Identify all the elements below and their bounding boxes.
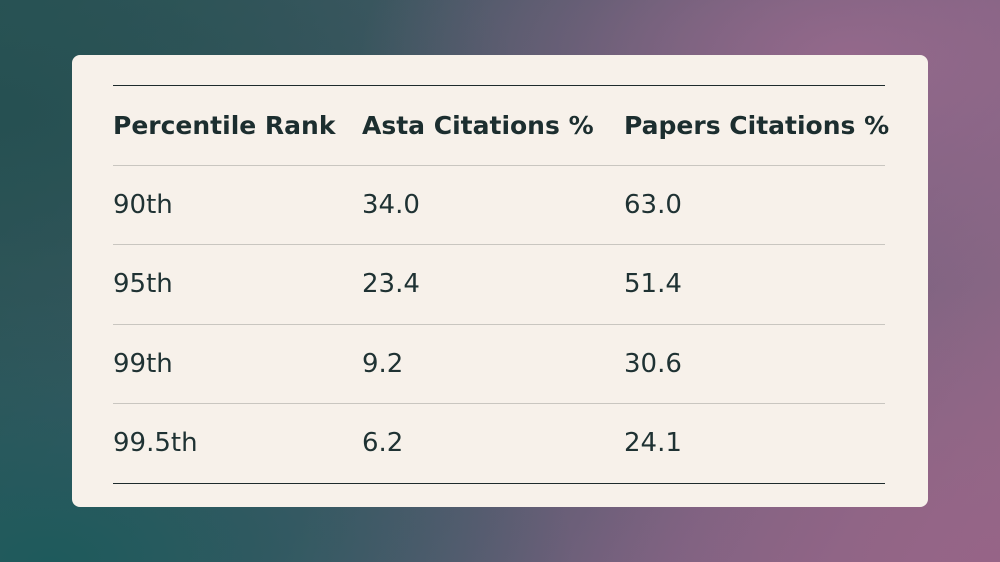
asta-citations-cell: 23.4 <box>362 269 420 300</box>
table-row: 95th 23.4 51.4 <box>113 244 885 324</box>
papers-citations-cell: 51.4 <box>624 269 682 300</box>
asta-citations-cell: 9.2 <box>362 348 404 379</box>
percentile-rank-cell: 99th <box>113 348 173 379</box>
percentile-rank-cell: 95th <box>113 269 173 300</box>
table-card: Percentile Rank Asta Citations % Papers … <box>72 55 928 507</box>
table-row: 99th 9.2 30.6 <box>113 323 885 404</box>
table-row: 99.5th 6.2 24.1 <box>113 403 885 483</box>
papers-citations-cell: 63.0 <box>624 189 682 220</box>
citations-table: Percentile Rank Asta Citations % Papers … <box>113 85 890 484</box>
column-header-percentile-rank: Percentile Rank <box>113 110 336 140</box>
asta-citations-cell: 34.0 <box>362 189 420 220</box>
column-header-asta-citations: Asta Citations % <box>362 110 594 140</box>
percentile-rank-cell: 90th <box>113 189 173 220</box>
percentile-rank-cell: 99.5th <box>113 428 198 459</box>
asta-citations-cell: 6.2 <box>362 428 404 459</box>
table-header-row: Percentile Rank Asta Citations % Papers … <box>113 86 890 165</box>
papers-citations-cell: 24.1 <box>624 428 682 459</box>
papers-citations-cell: 30.6 <box>624 348 682 379</box>
column-header-papers-citations: Papers Citations % <box>624 110 890 140</box>
table-row: 90th 34.0 63.0 <box>113 164 885 245</box>
